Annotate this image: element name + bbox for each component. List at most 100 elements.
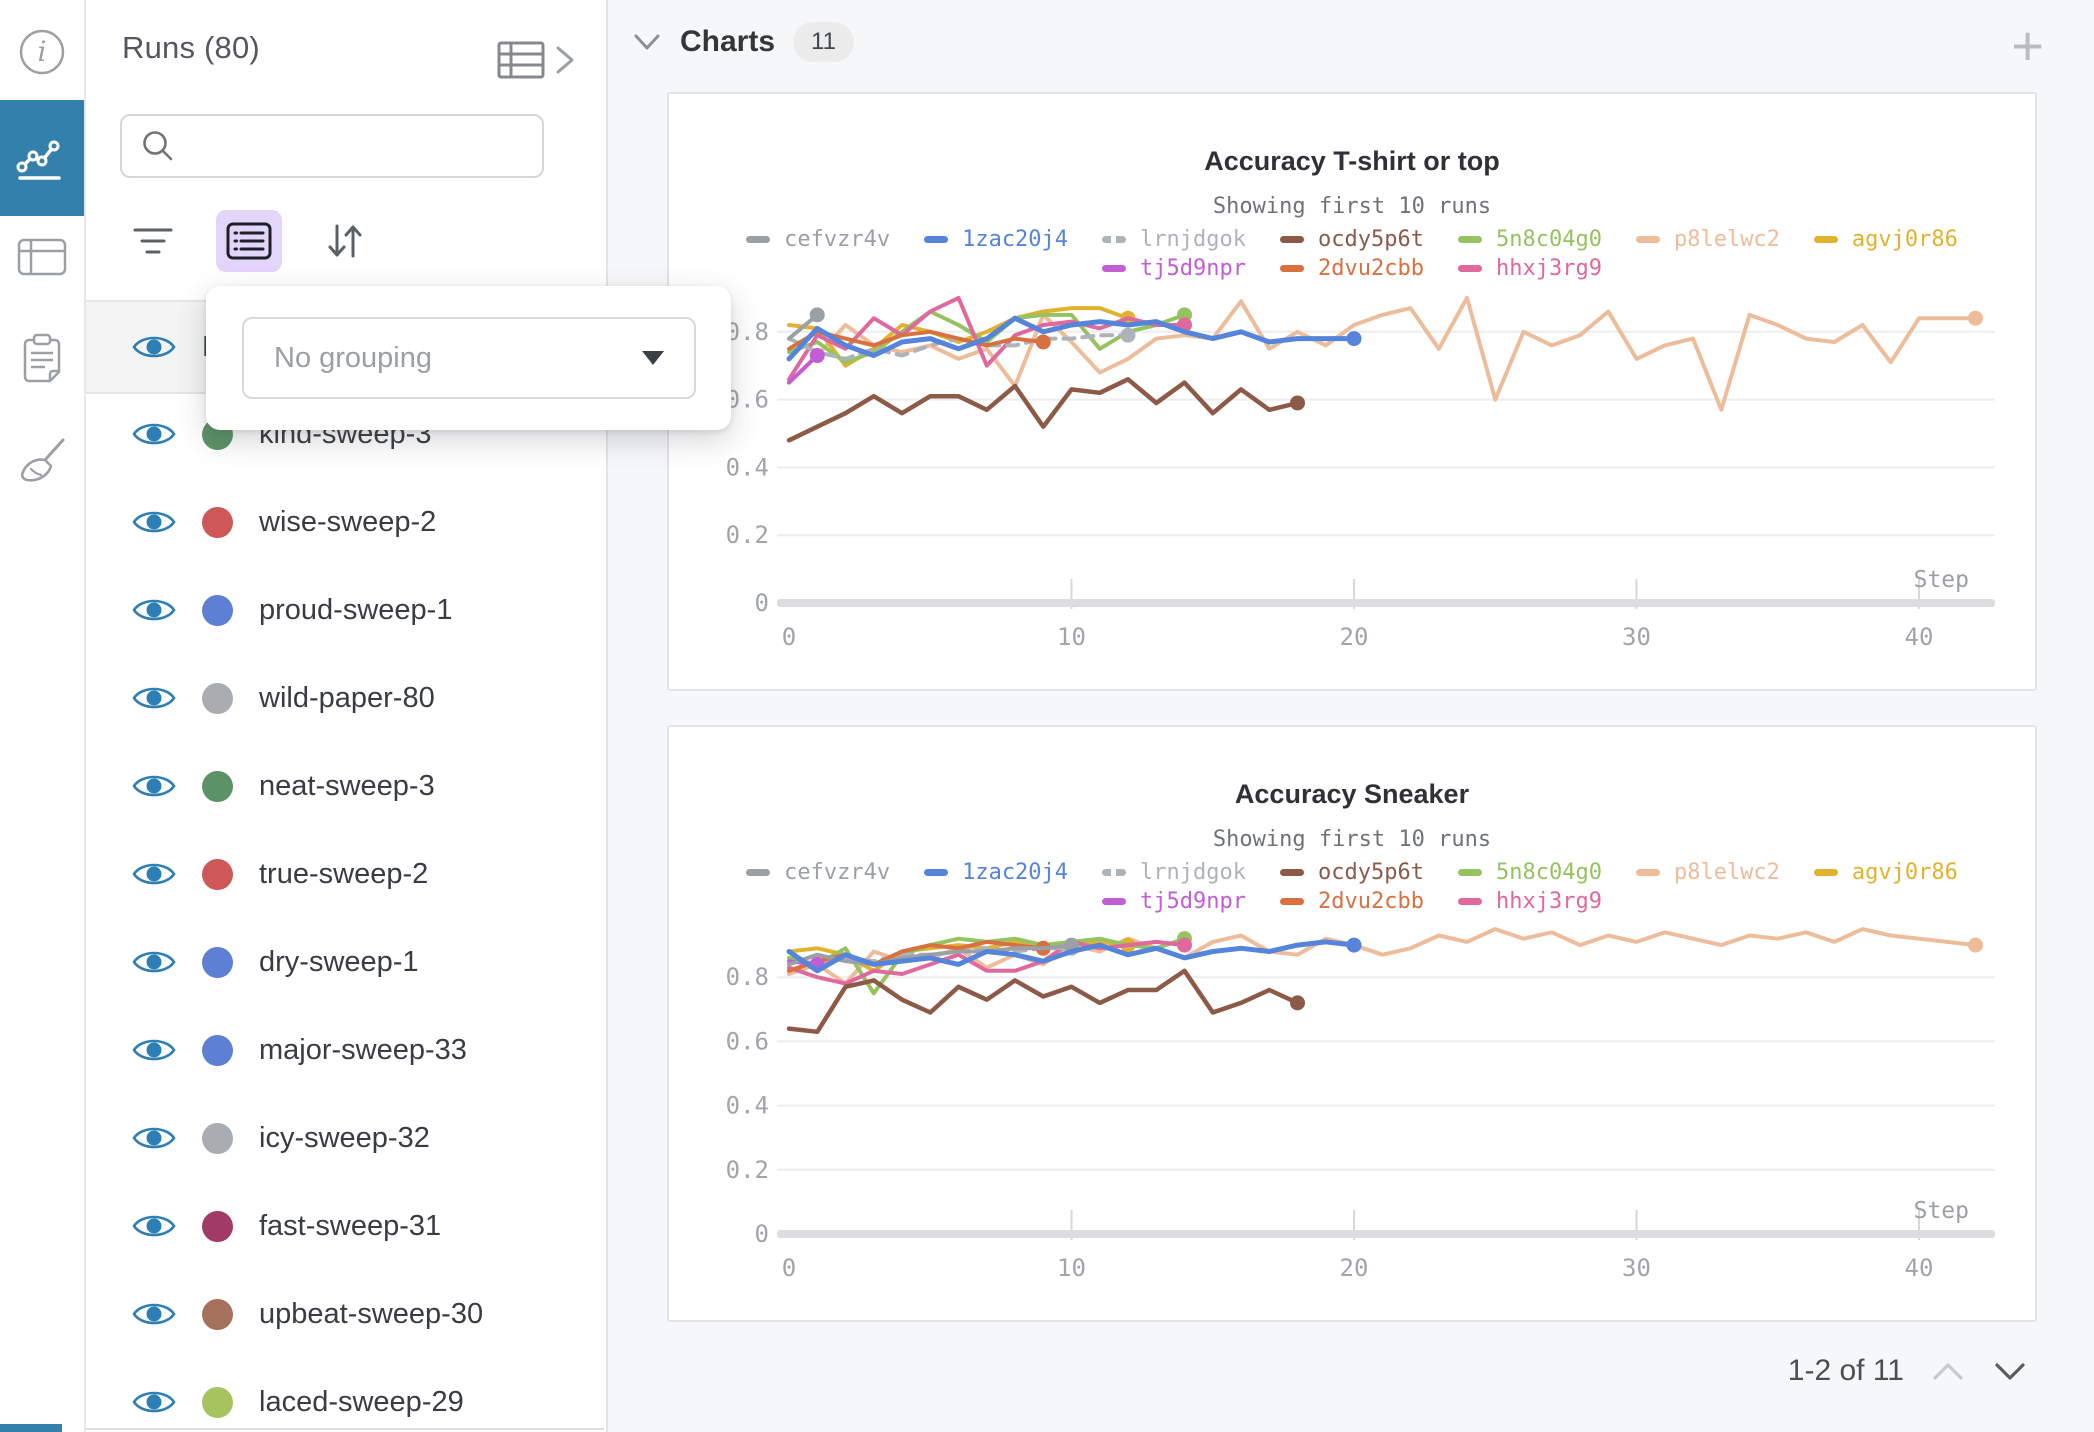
visibility-eye-icon[interactable]: [132, 1035, 176, 1065]
visibility-eye-icon[interactable]: [132, 595, 176, 625]
runs-search-box[interactable]: [120, 114, 544, 178]
legend-swatch-icon: [1813, 869, 1838, 876]
legend-swatch-icon: [1635, 869, 1660, 876]
run-row[interactable]: fast-sweep-31: [86, 1182, 604, 1270]
legend-label: 2dvu2cbb: [1318, 256, 1424, 281]
legend-label: lrnjdgok: [1140, 860, 1247, 885]
group-by-icon[interactable]: [216, 210, 282, 272]
chart-plot[interactable]: 0 0.2 0.4 0.6 0.8 0 10 20 30 40 Step: [669, 727, 2035, 1320]
run-row[interactable]: wild-paper-80: [86, 654, 604, 742]
run-row[interactable]: laced-sweep-29: [86, 1358, 604, 1428]
series-line-agvj0r86: [787, 306, 1130, 368]
legend-item[interactable]: ocdy5p6t: [1280, 860, 1424, 885]
svg-text:i: i: [38, 35, 47, 68]
expand-table-icon[interactable]: [496, 38, 548, 82]
run-row[interactable]: proud-sweep-1: [86, 566, 604, 654]
legend-swatch-icon: [1635, 236, 1660, 243]
grouping-popup: No grouping: [206, 286, 731, 430]
svg-text:0.4: 0.4: [726, 453, 769, 481]
legend-item[interactable]: 5n8c04g0: [1457, 860, 1602, 885]
visibility-eye-icon[interactable]: [132, 1123, 176, 1153]
legend-item[interactable]: 1zac20j4: [924, 860, 1068, 885]
legend-item[interactable]: 2dvu2cbb: [1280, 889, 1424, 914]
visibility-eye-icon[interactable]: [132, 1387, 176, 1417]
chart-panel[interactable]: Accuracy T-shirt or top Showing first 10 …: [667, 92, 2037, 691]
legend-item[interactable]: p8lelwc2: [1635, 860, 1780, 885]
legend-swatch-icon: [1280, 898, 1305, 905]
search-input[interactable]: [190, 129, 524, 163]
visibility-eye-icon[interactable]: [132, 947, 176, 977]
clipboard-icon[interactable]: [0, 316, 84, 400]
legend-item[interactable]: 5n8c04g0: [1457, 227, 1602, 252]
svg-text:0.2: 0.2: [726, 1156, 769, 1184]
legend-label: 2dvu2cbb: [1318, 889, 1424, 914]
line-chart-nav-icon[interactable]: [0, 100, 84, 216]
legend-item[interactable]: hhxj3rg9: [1457, 889, 1602, 914]
visibility-eye-icon[interactable]: [132, 859, 176, 889]
svg-text:0: 0: [755, 1220, 769, 1248]
filter-icon[interactable]: [120, 210, 186, 272]
series-line-1zac20j4: [786, 939, 1357, 974]
run-row[interactable]: upbeat-sweep-30: [86, 1270, 604, 1358]
legend-item[interactable]: p8lelwc2: [1635, 227, 1780, 252]
series-line-5n8c04g0: [787, 309, 1187, 365]
svg-text:10: 10: [1057, 623, 1086, 651]
pagination-label: 1-2 of 11: [1787, 1354, 1904, 1387]
legend-swatch-icon: [1813, 236, 1838, 243]
visibility-eye-icon[interactable]: [132, 771, 176, 801]
visibility-eye-icon[interactable]: [132, 419, 176, 449]
run-color-dot: [202, 1210, 233, 1242]
legend-item[interactable]: cefvzr4v: [746, 860, 890, 885]
chart-panel[interactable]: Accuracy Sneaker Showing first 10 runs cef…: [667, 725, 2037, 1322]
page-down-icon[interactable]: [1992, 1359, 2028, 1383]
run-row[interactable]: icy-sweep-32: [86, 1094, 604, 1182]
sort-icon[interactable]: [312, 210, 378, 272]
info-icon[interactable]: i: [0, 10, 84, 94]
visibility-eye-icon[interactable]: [132, 1211, 176, 1241]
caret-down-icon: [642, 351, 664, 365]
broom-icon[interactable]: [0, 420, 84, 504]
legend-item[interactable]: 1zac20j4: [924, 227, 1068, 252]
table-nav-icon[interactable]: [0, 216, 84, 300]
series-line-ocdy5p6t: [786, 377, 1300, 443]
visibility-eye-icon[interactable]: [132, 332, 176, 362]
chevron-down-icon[interactable]: [632, 31, 662, 53]
charts-area: Charts 11 + Accuracy T-shirt or top Showi…: [608, 0, 2094, 1432]
legend-label: p8lelwc2: [1673, 860, 1780, 885]
legend-item[interactable]: hhxj3rg9: [1457, 256, 1602, 281]
run-color-dot: [202, 1034, 233, 1066]
page-up-icon[interactable]: [1930, 1359, 1966, 1383]
legend-swatch-icon: [746, 869, 771, 876]
legend-item[interactable]: cefvzr4v: [746, 227, 890, 252]
legend-label: lrnjdgok: [1140, 227, 1247, 252]
legend-item[interactable]: 2dvu2cbb: [1280, 256, 1424, 281]
run-row[interactable]: neat-sweep-3: [86, 742, 604, 830]
legend-item[interactable]: lrnjdgok: [1102, 860, 1246, 885]
svg-text:0: 0: [782, 1254, 796, 1282]
legend-label: tj5d9npr: [1140, 256, 1247, 281]
grouping-select[interactable]: No grouping: [242, 317, 696, 399]
run-row[interactable]: wise-sweep-2: [86, 478, 604, 566]
legend-item[interactable]: lrnjdgok: [1102, 227, 1246, 252]
run-row[interactable]: major-sweep-33: [86, 1006, 604, 1094]
runs-panel-title: Runs (80): [122, 30, 260, 65]
visibility-eye-icon[interactable]: [132, 507, 176, 537]
legend-item[interactable]: ocdy5p6t: [1280, 227, 1424, 252]
run-color-dot: [202, 858, 233, 890]
legend-item[interactable]: agvj0r86: [1813, 227, 1958, 252]
chart-plot[interactable]: 0 0.2 0.4 0.6 0.8 0 10 20 30 40 Step: [669, 94, 2035, 689]
visibility-eye-icon[interactable]: [132, 1299, 176, 1329]
chevron-right-icon[interactable]: [552, 40, 578, 80]
run-row[interactable]: true-sweep-2: [86, 830, 604, 918]
visibility-eye-icon[interactable]: [132, 683, 176, 713]
legend-item[interactable]: tj5d9npr: [1102, 256, 1246, 281]
svg-text:Step: Step: [1914, 567, 1969, 593]
run-row[interactable]: dry-sweep-1: [86, 918, 604, 1006]
charts-section-header[interactable]: Charts 11: [632, 22, 854, 62]
legend-item[interactable]: agvj0r86: [1813, 860, 1958, 885]
series-line-hhxj3rg9: [787, 939, 1187, 986]
add-panel-icon[interactable]: +: [2011, 14, 2044, 77]
run-name: proud-sweep-1: [259, 593, 453, 626]
chart-legend-row: cefvzr4v 1zac20j4 lrnjdgok ocdy5p6t 5n8c04g0…: [669, 860, 2035, 885]
legend-item[interactable]: tj5d9npr: [1102, 889, 1246, 914]
